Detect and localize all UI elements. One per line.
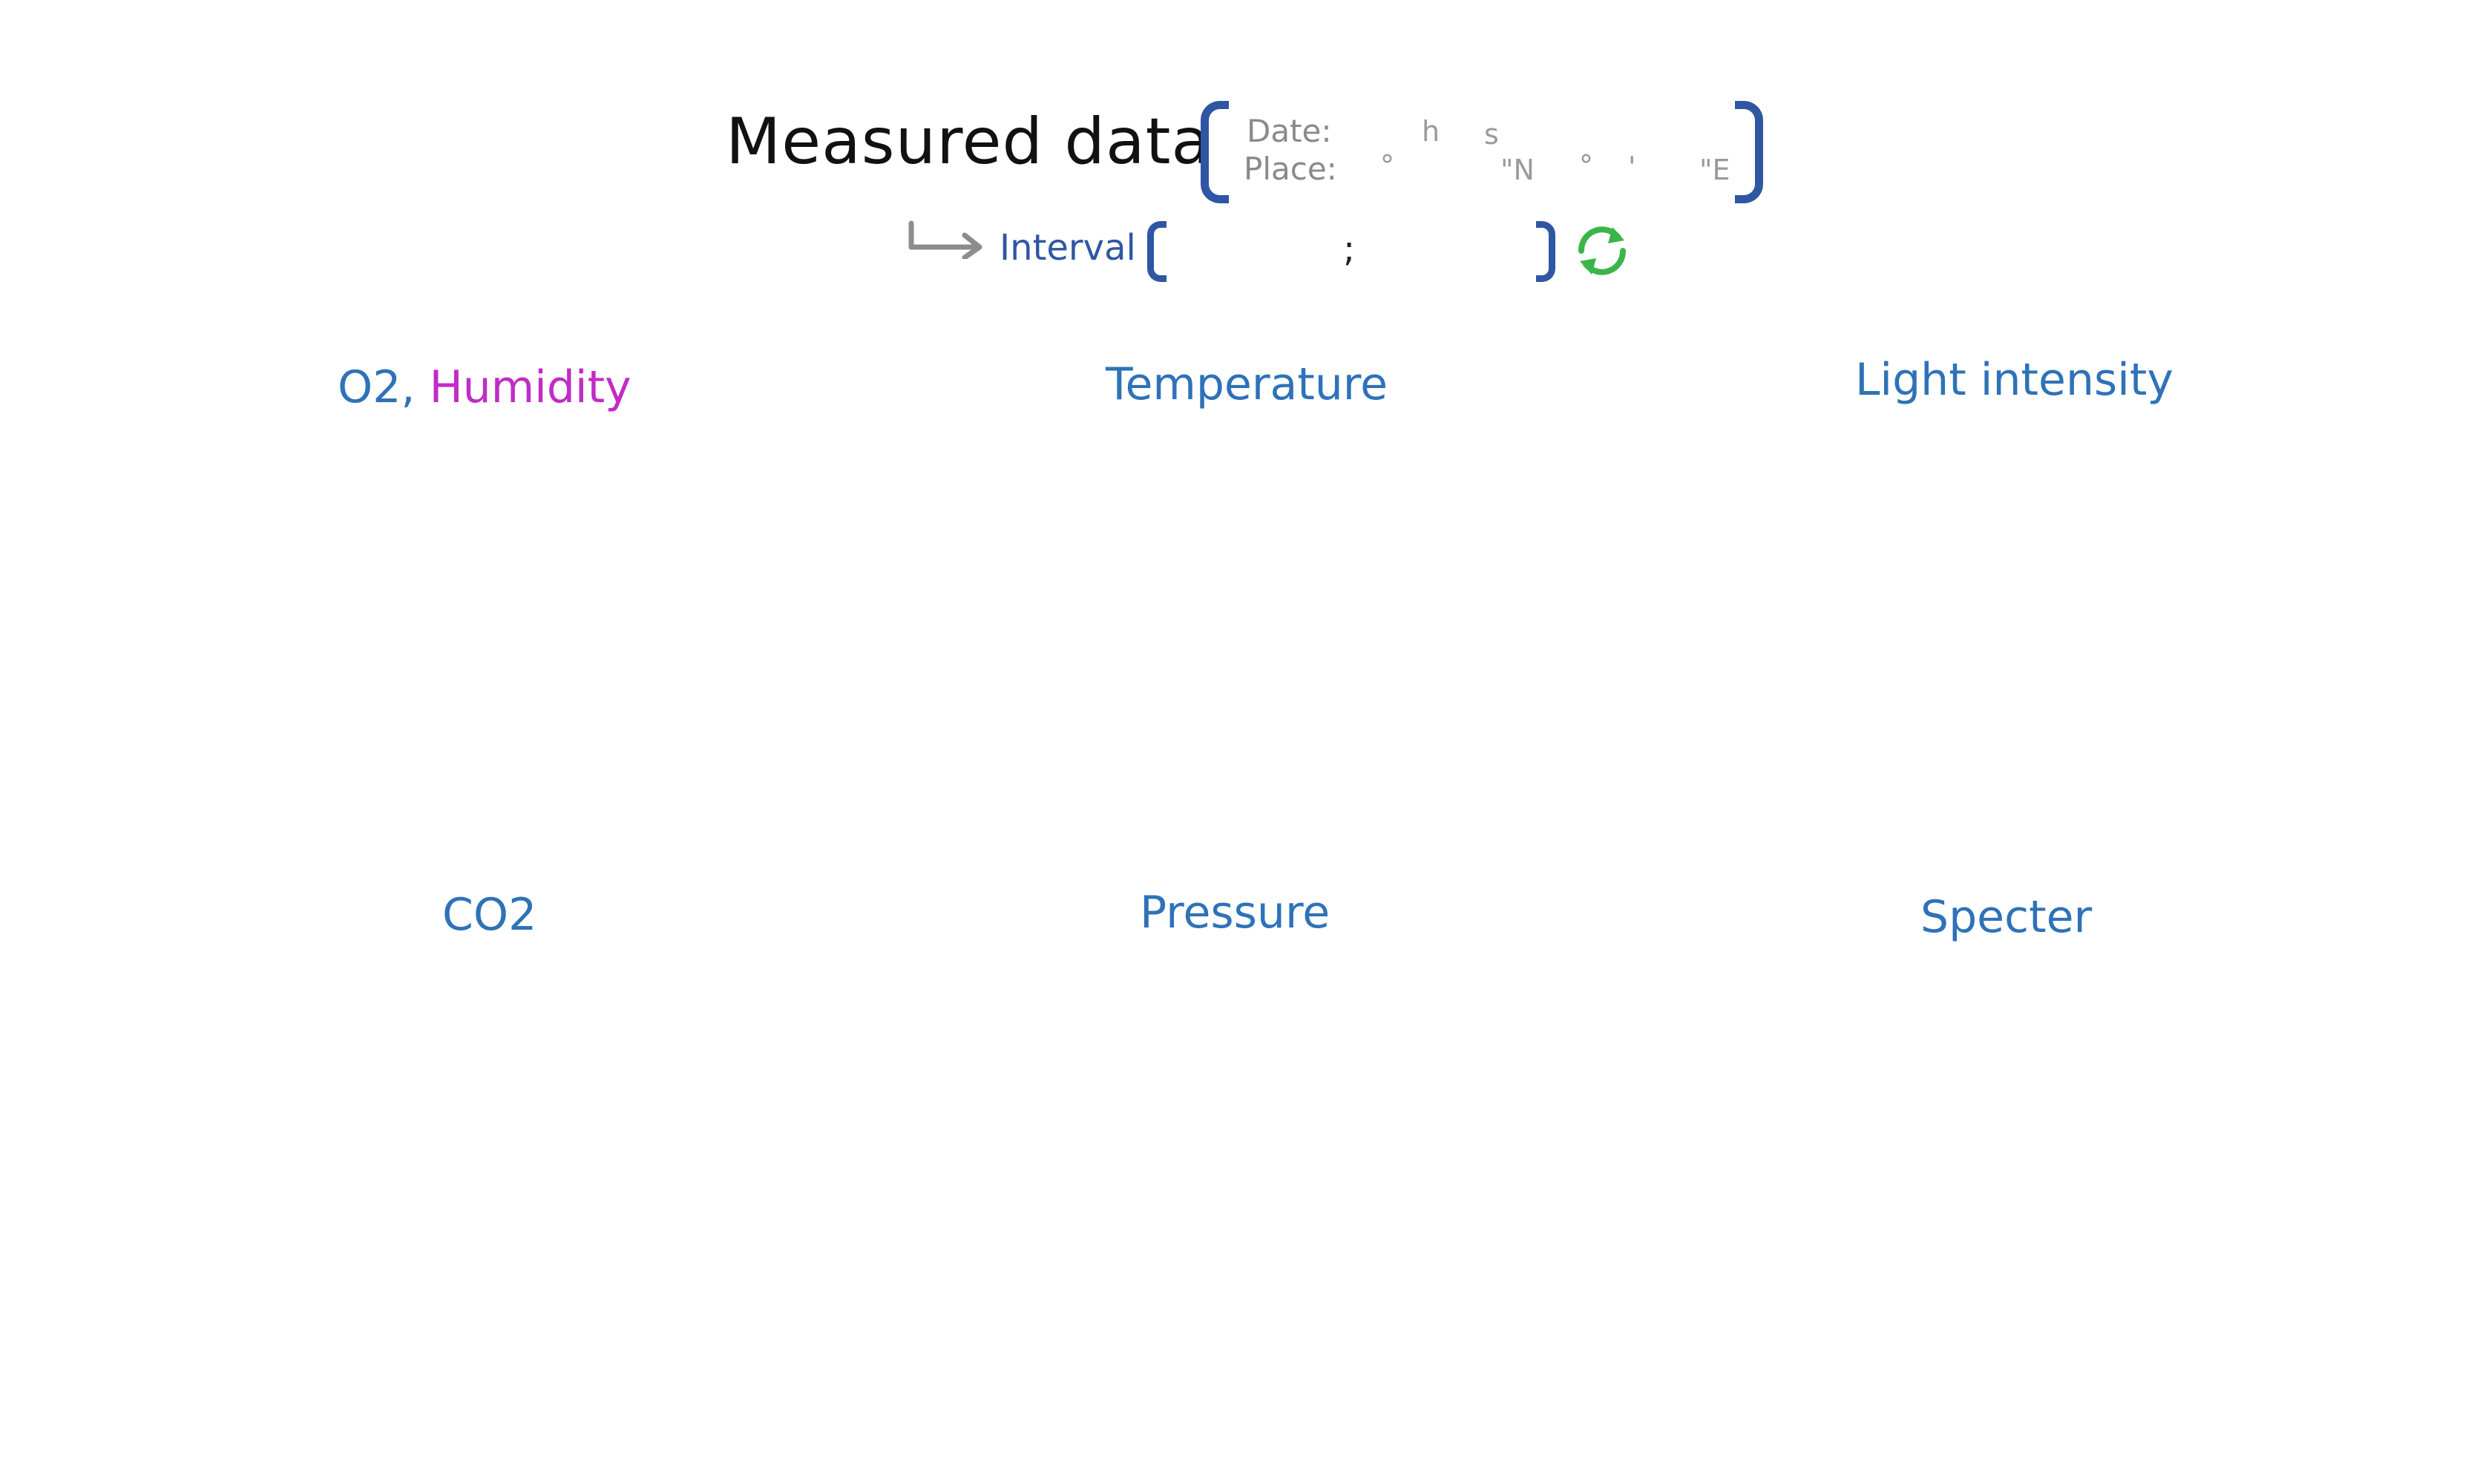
date-second-unit: s (1484, 118, 1499, 151)
panel-title-specter: Specter (1920, 891, 2093, 943)
date-label: Date: (1247, 113, 1332, 149)
date-hour-unit: h (1422, 115, 1440, 148)
meta-bracket-left (1201, 101, 1229, 203)
interval-separator[interactable]: ; (1343, 229, 1356, 270)
refresh-icon[interactable] (1571, 220, 1633, 282)
meta-bracket-right (1735, 101, 1763, 203)
panel-title-pressure: Pressure (1140, 887, 1330, 939)
place-label: Place: (1244, 151, 1337, 187)
panel-title-o2-humidity: O2, Humidity (338, 365, 631, 410)
panel-title-co2: CO2 (442, 889, 537, 941)
interval-bracket-right (1536, 221, 1555, 282)
longitude-suffix: "E (1699, 154, 1730, 186)
panel-title-temperature: Temperature (1106, 358, 1388, 410)
interval-bracket-left (1147, 221, 1167, 282)
page-title: Measured data (726, 105, 1212, 179)
o2-label: O2, (338, 361, 416, 413)
longitude-degree-symbol: ° (1579, 149, 1593, 182)
latitude-suffix: "N (1500, 154, 1535, 186)
latitude-degree-symbol: ° (1380, 149, 1394, 182)
humidity-label: Humidity (429, 361, 631, 413)
interval-label: Interval (1000, 227, 1136, 269)
longitude-minute-symbol: ' (1628, 151, 1636, 183)
arrow-return-right-icon (908, 220, 982, 259)
panel-title-light-intensity: Light intensity (1855, 354, 2173, 406)
